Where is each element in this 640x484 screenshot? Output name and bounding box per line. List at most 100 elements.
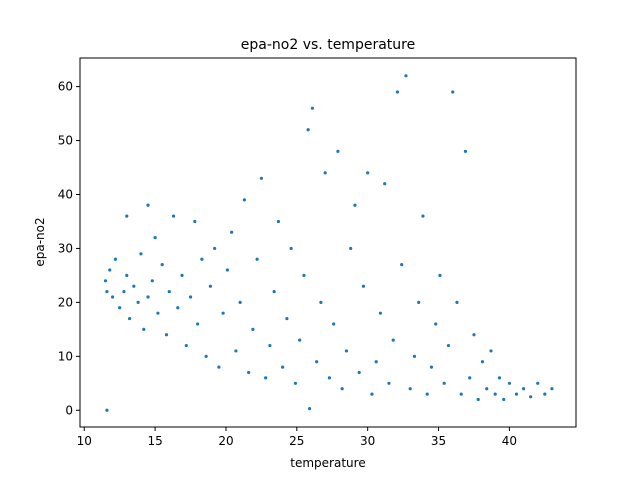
data-point: [221, 311, 225, 315]
data-point: [387, 381, 391, 385]
data-point: [327, 376, 332, 380]
data-point: [340, 387, 344, 391]
data-point: [521, 387, 526, 391]
y-tick-label: 30: [58, 241, 73, 255]
data-point: [497, 376, 502, 380]
data-point: [213, 246, 217, 251]
data-point: [125, 214, 129, 218]
data-point: [323, 171, 327, 175]
data-point: [344, 349, 349, 353]
data-point: [188, 295, 193, 299]
data-point: [208, 284, 212, 288]
data-point: [404, 74, 408, 78]
data-point: [336, 149, 340, 153]
data-point: [353, 203, 357, 207]
data-point: [421, 214, 425, 218]
data-point: [122, 289, 126, 294]
data-point: [118, 306, 122, 310]
data-point: [242, 198, 246, 202]
data-point: [536, 381, 540, 385]
data-point: [276, 219, 280, 224]
data-point: [459, 392, 463, 396]
data-point: [146, 295, 150, 299]
x-axis-label: temperature: [290, 456, 365, 470]
data-point: [315, 360, 319, 364]
data-point: [306, 128, 310, 132]
data-point: [293, 381, 298, 385]
data-point: [247, 370, 251, 375]
y-tick-label: 20: [58, 295, 73, 309]
data-point: [176, 306, 180, 310]
y-ticks: 0 10 20 30 40 50 60: [58, 80, 80, 417]
data-point: [361, 284, 366, 288]
data-point: [238, 300, 242, 304]
data-point: [180, 273, 184, 278]
data-point: [113, 257, 118, 261]
data-point: [455, 300, 459, 304]
data-point: [417, 300, 421, 304]
y-tick-label: 0: [65, 403, 73, 417]
data-point: [128, 316, 132, 321]
data-point: [142, 327, 146, 331]
x-tick-label: 25: [289, 434, 304, 448]
data-point: [225, 268, 229, 272]
data-point: [150, 279, 154, 283]
data-point: [468, 376, 472, 380]
data-point: [125, 273, 129, 278]
data-point: [255, 257, 259, 261]
data-point: [391, 338, 395, 342]
x-tick-label: 40: [502, 434, 517, 448]
data-point: [370, 392, 374, 396]
data-point: [429, 365, 434, 369]
data-point: [442, 381, 446, 385]
data-point: [434, 322, 438, 326]
data-point: [264, 376, 268, 380]
data-point: [507, 381, 511, 385]
data-point: [171, 214, 176, 218]
data-point: [200, 257, 204, 261]
data-point: [184, 343, 188, 348]
data-point: [550, 387, 554, 391]
data-point: [395, 90, 400, 94]
data-point: [493, 392, 497, 396]
data-point: [476, 397, 480, 402]
data-point: [285, 316, 289, 321]
data-point: [132, 284, 136, 288]
data-point: [472, 333, 476, 337]
data-point: [153, 236, 157, 240]
data-point: [110, 295, 115, 299]
points-layer: [103, 74, 554, 412]
x-tick-label: 15: [147, 434, 162, 448]
data-point: [480, 360, 485, 364]
chart-title: epa-no2 vs. temperature: [241, 37, 415, 53]
data-point: [400, 263, 404, 267]
x-tick-label: 35: [431, 434, 446, 448]
data-point: [146, 203, 150, 207]
data-point: [412, 354, 417, 358]
data-point: [374, 360, 378, 364]
data-point: [230, 230, 234, 234]
data-point: [108, 268, 112, 272]
y-tick-label: 10: [58, 349, 73, 363]
data-point: [268, 343, 272, 348]
x-ticks: 10 15 20 25 30 35 40: [77, 427, 517, 448]
data-point: [489, 349, 493, 353]
data-point: [383, 182, 387, 186]
data-point: [514, 392, 519, 396]
data-point: [307, 407, 312, 411]
data-point: [289, 246, 293, 251]
data-point: [103, 279, 108, 283]
data-point: [408, 387, 412, 391]
data-point: [217, 365, 221, 369]
data-point: [310, 106, 315, 110]
y-tick-label: 40: [58, 187, 73, 201]
y-axis-label: epa-no2: [33, 217, 47, 266]
data-point: [156, 311, 160, 315]
data-point: [438, 273, 442, 278]
axes-frame: [79, 57, 577, 428]
data-point: [378, 311, 383, 315]
data-point: [139, 252, 143, 256]
data-point: [502, 397, 506, 402]
